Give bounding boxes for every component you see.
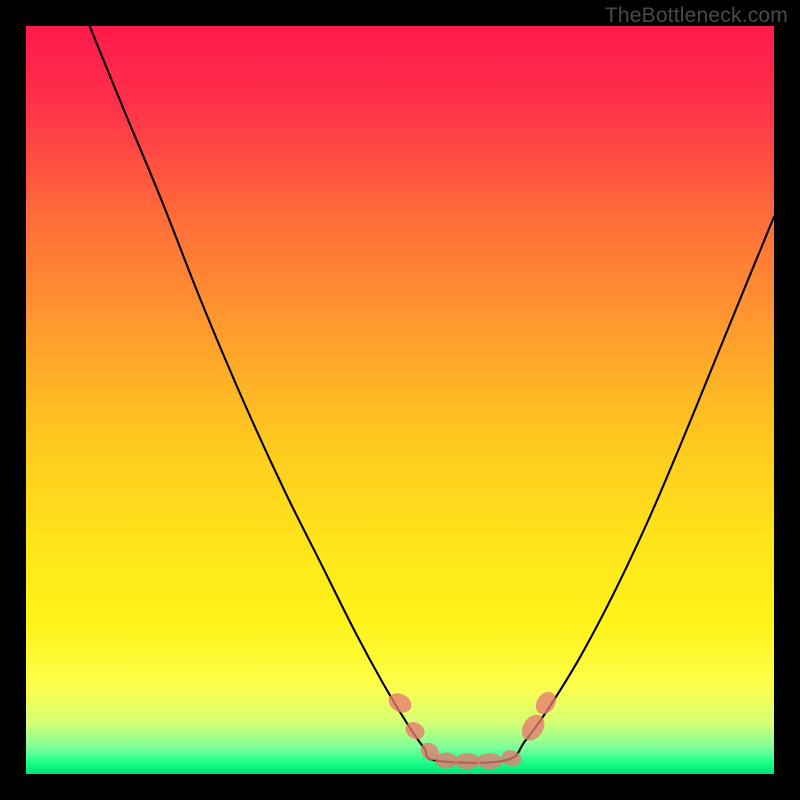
marker-point — [435, 753, 457, 769]
marker-point — [477, 753, 503, 769]
chart-svg — [26, 26, 774, 774]
chart-root: TheBottleneck.com — [0, 0, 800, 800]
gradient-background — [26, 26, 774, 774]
watermark-label: TheBottleneck.com — [605, 4, 788, 28]
plot-area — [26, 26, 774, 774]
marker-point — [454, 753, 480, 769]
